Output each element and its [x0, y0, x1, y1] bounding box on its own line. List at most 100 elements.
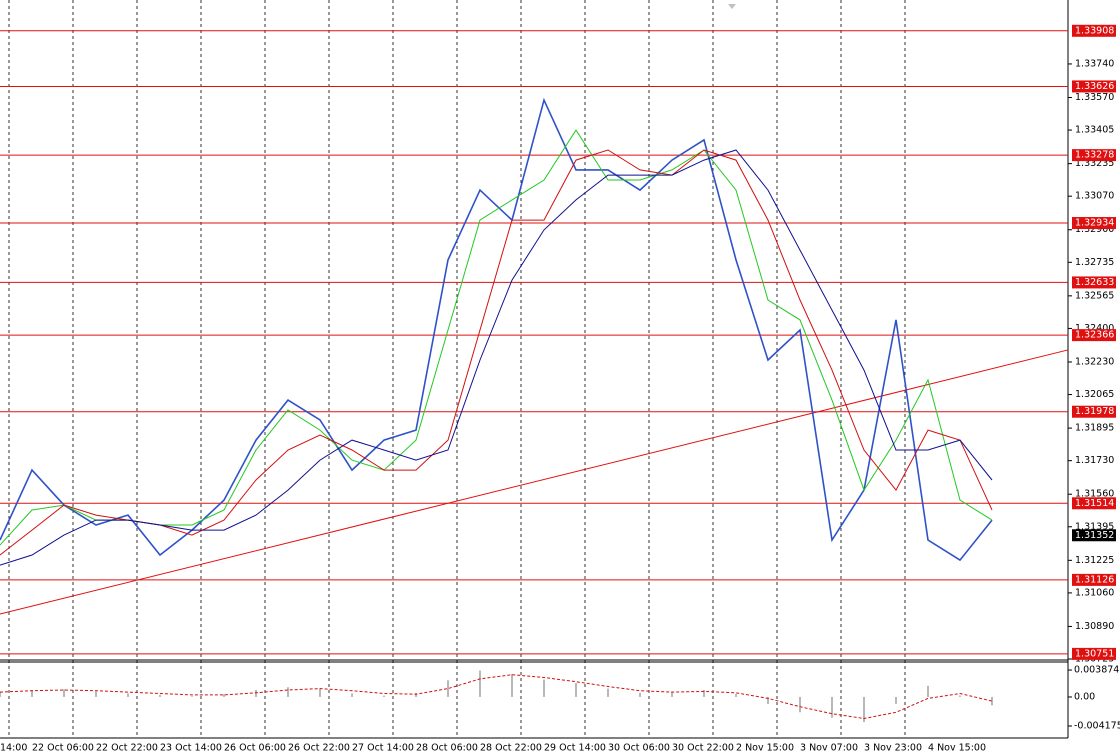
- x-tick-label: 27 Oct 14:00: [352, 743, 414, 754]
- level-label-box: [1072, 217, 1116, 230]
- level-label: 1.32633: [1075, 277, 1114, 288]
- y-tick-label: 1.32065: [1075, 389, 1114, 400]
- x-tick-label: 26 Oct 22:00: [288, 743, 350, 754]
- histogram-bar: [287, 687, 289, 697]
- level-label-box: [1072, 497, 1116, 510]
- y-tick-label: 1.32735: [1075, 257, 1114, 268]
- y-tick-label: 1.31060: [1075, 587, 1114, 598]
- moving-average: [0, 149, 993, 566]
- level-label-box: [1072, 647, 1116, 660]
- y-tick-label: -0.004175: [1074, 721, 1120, 732]
- level-label: 1.31514: [1075, 498, 1114, 509]
- histogram-bar: [767, 696, 769, 704]
- histogram-bar: [543, 679, 545, 697]
- histogram-bar: [127, 693, 129, 697]
- histogram-bar: [191, 696, 193, 697]
- histogram-bar: [415, 692, 417, 697]
- histogram-bar: [991, 696, 993, 706]
- x-tick-label: 29 Oct 14:00: [544, 743, 606, 754]
- histogram-bar: [607, 688, 609, 697]
- level-label: 1.33626: [1075, 81, 1114, 92]
- level-label: 1.33278: [1075, 150, 1114, 161]
- level-label: 1.32934: [1075, 218, 1114, 229]
- level-label: 1.30751: [1075, 648, 1114, 659]
- histogram-bar: [351, 693, 353, 697]
- level-label: 1.31126: [1075, 574, 1114, 585]
- shift-marker: [728, 4, 736, 9]
- y-tick-label: 1.33740: [1075, 58, 1114, 69]
- histogram-bar: [863, 696, 865, 723]
- level-label: 1.33908: [1075, 25, 1114, 36]
- histogram-bar: [383, 695, 385, 697]
- level-label-box: [1072, 329, 1116, 342]
- histogram-bar: [735, 694, 737, 697]
- y-tick-label: 0.00: [1074, 691, 1095, 702]
- price-line: [0, 97, 993, 562]
- histogram-bar: [959, 695, 961, 697]
- x-tick-label: 3 Nov 23:00: [864, 743, 922, 754]
- histogram-bar: [223, 694, 225, 697]
- histogram-bar: [319, 688, 321, 697]
- histogram-bar: [895, 696, 897, 704]
- x-tick-label: 22 Oct 06:00: [32, 743, 94, 754]
- trendline: [0, 349, 1069, 615]
- histogram-bar: [799, 696, 801, 713]
- x-tick-label: 30 Oct 22:00: [672, 743, 734, 754]
- level-label: 1.31978: [1075, 406, 1114, 417]
- y-tick-label: 1.32230: [1075, 356, 1114, 367]
- y-tick-label: 1.31225: [1075, 555, 1114, 566]
- level-label-box: [1072, 24, 1116, 37]
- histogram-bar: [831, 696, 833, 718]
- y-tick-label: 1.32565: [1075, 290, 1114, 301]
- histogram-bar: [511, 674, 513, 697]
- histogram-bar: [159, 694, 161, 697]
- x-tick-label: 22 Oct 22:00: [96, 743, 158, 754]
- y-tick-label: 1.33570: [1075, 92, 1114, 103]
- x-tick-label: 26 Oct 06:00: [224, 743, 286, 754]
- level-label-box: [1072, 149, 1116, 162]
- histogram-bar: [927, 685, 929, 697]
- level-label-box: [1072, 405, 1116, 418]
- y-tick-label: 1.30890: [1075, 621, 1114, 632]
- x-tick-label: 30 Oct 06:00: [608, 743, 670, 754]
- current-price-box: [1072, 529, 1116, 542]
- y-tick-label: 1.31730: [1075, 455, 1114, 466]
- y-tick-label: 1.33405: [1075, 125, 1114, 136]
- histogram-bar: [671, 692, 673, 697]
- histogram-bar: [575, 683, 577, 697]
- current-price-label: 1.31352: [1075, 530, 1114, 541]
- histogram-bar: [0, 691, 1, 697]
- histogram-bar: [31, 690, 33, 697]
- x-tick-label: 14:00: [0, 743, 27, 754]
- level-label-box: [1072, 80, 1116, 93]
- histogram-bar: [479, 670, 481, 697]
- y-tick-label: 1.31560: [1075, 489, 1114, 500]
- x-tick-label: 2 Nov 15:00: [736, 743, 794, 754]
- x-tick-label: 3 Nov 07:00: [800, 743, 858, 754]
- level-label-box: [1072, 573, 1116, 586]
- histogram-bar: [639, 692, 641, 697]
- x-tick-label: 28 Oct 22:00: [480, 743, 542, 754]
- x-tick-label: 28 Oct 06:00: [416, 743, 478, 754]
- level-label: 1.32366: [1075, 330, 1114, 341]
- histogram-bar: [703, 690, 705, 697]
- y-tick-label: 0.003874: [1074, 665, 1119, 676]
- histogram-bar: [63, 689, 65, 697]
- histogram-bar: [447, 680, 449, 697]
- signal-line: [0, 674, 993, 720]
- y-tick-label: 1.31395: [1075, 521, 1114, 532]
- y-tick-label: 1.32400: [1075, 323, 1114, 334]
- moving-average: [0, 129, 993, 546]
- histogram-bar: [255, 690, 257, 697]
- x-tick-label: 4 Nov 15:00: [928, 743, 986, 754]
- x-tick-label: 23 Oct 14:00: [160, 743, 222, 754]
- y-tick-label: 1.33070: [1075, 191, 1114, 202]
- y-tick-label: 1.32900: [1075, 224, 1114, 235]
- moving-average: [0, 149, 993, 556]
- y-tick-label: 1.33235: [1075, 158, 1114, 169]
- level-label-box: [1072, 276, 1116, 289]
- histogram-bar: [95, 691, 97, 697]
